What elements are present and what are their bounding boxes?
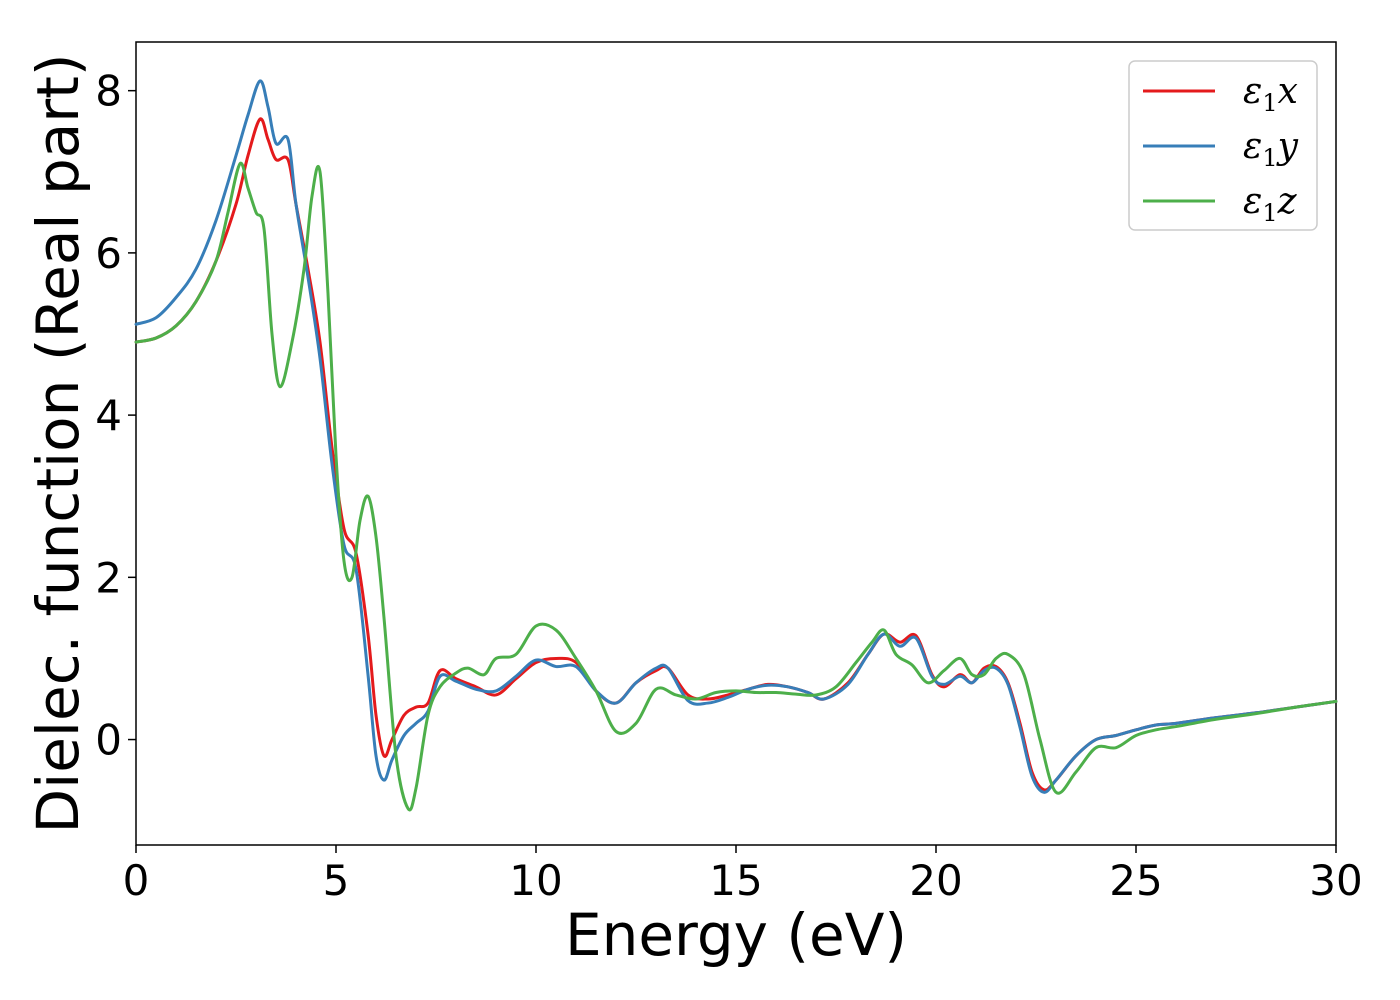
series-line-2: [134, 79, 1338, 794]
legend-label-2: ε1y: [1243, 126, 1299, 172]
x-tick-label: 25: [1109, 856, 1162, 905]
series-line-3: [134, 161, 1338, 812]
legend: ε1x ε1y ε1z: [1128, 60, 1318, 231]
y-tick-label: 2: [95, 553, 122, 602]
series-lines: [134, 79, 1338, 812]
x-tick-label: 5: [323, 856, 350, 905]
x-tick-label: 0: [123, 856, 150, 905]
y-tick-label: 4: [95, 391, 122, 440]
y-axis: 0 2 4 6 8: [95, 67, 136, 765]
y-tick-label: 0: [95, 716, 122, 765]
y-tick-label: 6: [95, 229, 122, 278]
legend-label-3: ε1z: [1243, 181, 1298, 227]
x-tick-label: 15: [709, 856, 762, 905]
x-axis-title: Energy (eV): [565, 901, 907, 969]
x-tick-label: 30: [1309, 856, 1362, 905]
x-tick-label: 20: [909, 856, 962, 905]
x-tick-label: 10: [509, 856, 562, 905]
legend-label-1: ε1x: [1243, 71, 1298, 117]
legend-box: [1128, 60, 1318, 231]
y-tick-label: 8: [95, 67, 122, 116]
y-axis-title: Dielec. function (Real part): [24, 53, 92, 833]
x-axis: 0 5 10 15 20 25 30: [123, 845, 1363, 905]
